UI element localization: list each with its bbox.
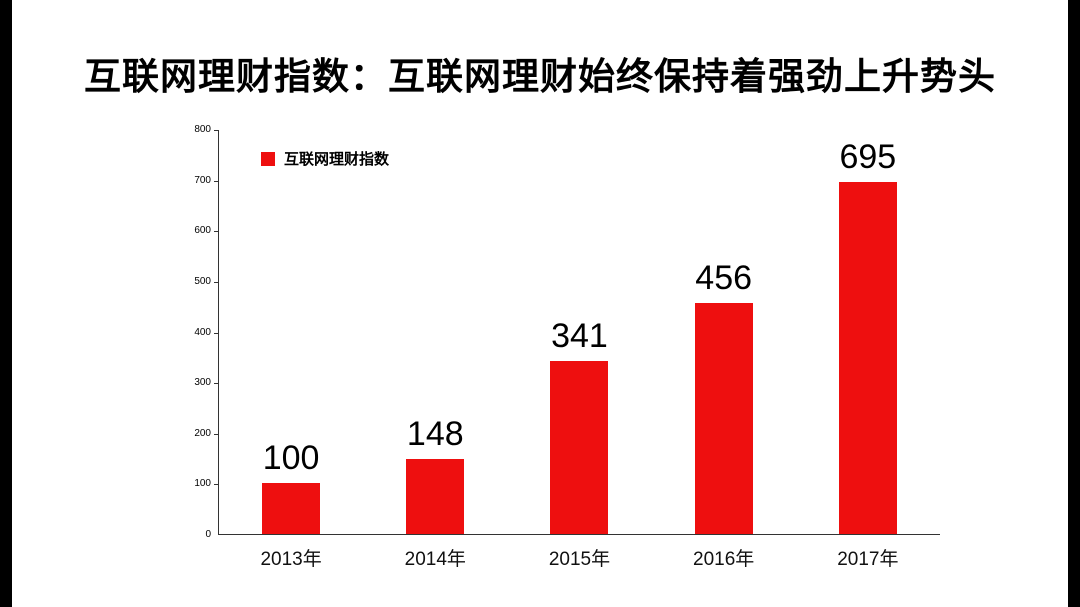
- y-axis-tick-label: 500: [194, 275, 211, 287]
- bar: [550, 361, 609, 534]
- y-axis: 0 100 200 300 400 500 600 700 800: [194, 124, 940, 540]
- y-axis-tick: [214, 231, 219, 233]
- right-edge-bar: [1068, 0, 1080, 607]
- bar-group: 456: [652, 261, 796, 534]
- y-axis-tick: [214, 383, 219, 385]
- bar-value-label: 341: [551, 317, 608, 356]
- bar-value-label: 456: [695, 259, 753, 298]
- y-axis-tick-label: 400: [194, 326, 211, 338]
- y-axis-tick-label: 600: [194, 225, 211, 237]
- y-axis-tick-label: 300: [194, 377, 211, 389]
- bar: [694, 303, 753, 534]
- legend-label: 互联网理财指数: [284, 151, 390, 168]
- x-axis-category-label: 2013年: [260, 549, 322, 570]
- bars: 100 148 341 456 695: [219, 130, 940, 534]
- bar-group: 148: [363, 417, 507, 534]
- x-axis-category-label: 2014年: [404, 549, 466, 570]
- y-axis-tick: [214, 281, 219, 283]
- y-axis-tick: [214, 433, 219, 435]
- x-axis-category-label: 2017年: [837, 549, 899, 570]
- x-axis-category-label: 2015年: [548, 549, 611, 570]
- bar: [838, 182, 897, 534]
- legend-swatch-icon: [261, 151, 275, 166]
- bar: [262, 483, 321, 534]
- x-axis-labels: 2013年 2014年 2015年 2016年 2017年: [219, 534, 940, 571]
- page-title: 互联网理财指数：互联网理财始终保持着强劲上升势头: [84, 57, 996, 98]
- bar-group: 341: [507, 319, 651, 534]
- y-axis-tick: [214, 130, 219, 131]
- bar-value-label: 695: [839, 138, 897, 177]
- bar-chart: 0 100 200 300 400 500 600 700 800 互联网理财指数 100 148…: [194, 124, 940, 570]
- y-axis-tick-label: 0: [205, 529, 211, 540]
- x-axis-category-label: 2016年: [693, 549, 755, 570]
- bar-value-label: 100: [262, 439, 320, 478]
- legend: 互联网理财指数: [261, 148, 389, 169]
- bar-value-label: 148: [406, 415, 464, 454]
- y-axis-tick: [214, 332, 219, 334]
- y-axis-tick: [214, 180, 219, 182]
- left-edge-bar: [0, 0, 12, 607]
- y-axis-tick: [214, 484, 219, 486]
- y-axis-tick-label: 100: [194, 478, 211, 490]
- bar-group: 695: [796, 140, 940, 534]
- bar: [406, 459, 465, 534]
- y-axis-tick-label: 700: [194, 174, 211, 186]
- bar-group: 100: [219, 441, 363, 534]
- y-axis-tick-label: 800: [194, 124, 211, 135]
- y-axis-tick-label: 200: [194, 427, 211, 439]
